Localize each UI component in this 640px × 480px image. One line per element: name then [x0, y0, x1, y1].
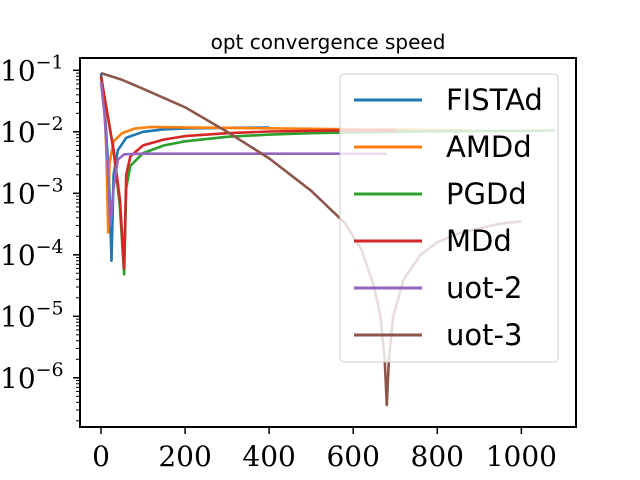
chart-title: opt convergence speed: [211, 30, 446, 54]
x-axis: 0 200 400 600 800 1000: [92, 427, 557, 473]
y-tick-label: 10−3: [0, 174, 64, 210]
y-tick-label: 10−4: [0, 236, 64, 272]
x-tick-label: 600: [326, 440, 379, 473]
y-tick-label: 10−2: [0, 113, 64, 149]
x-tick-label: 200: [158, 440, 211, 473]
legend-label-amdd: AMDd: [446, 130, 532, 164]
y-tick-label: 10−6: [0, 359, 64, 395]
legend-label-uot-3: uot-3: [446, 318, 522, 352]
series-line-uot-2: [99, 81, 387, 227]
legend-label-fistad: FISTAd: [446, 83, 543, 117]
legend-label-mdd: MDd: [446, 224, 512, 258]
legend-label-pgdd: PGDd: [446, 177, 527, 211]
y-tick-label: 10−5: [0, 297, 64, 333]
plot-frame: [79, 57, 577, 428]
y-axis: 10−1 10−2 10−3 10−4 10−5 10−6: [0, 51, 80, 422]
x-tick-label: 0: [92, 440, 110, 473]
x-tick-label: 800: [411, 440, 464, 473]
x-tick-label: 1000: [486, 440, 557, 473]
y-tick-label: 10−1: [0, 51, 64, 87]
x-tick-label: 400: [242, 440, 295, 473]
legend-label-uot-2: uot-2: [446, 271, 522, 305]
legend: FISTAd AMDd PGDd MDd uot-2 uot-3: [339, 73, 559, 363]
